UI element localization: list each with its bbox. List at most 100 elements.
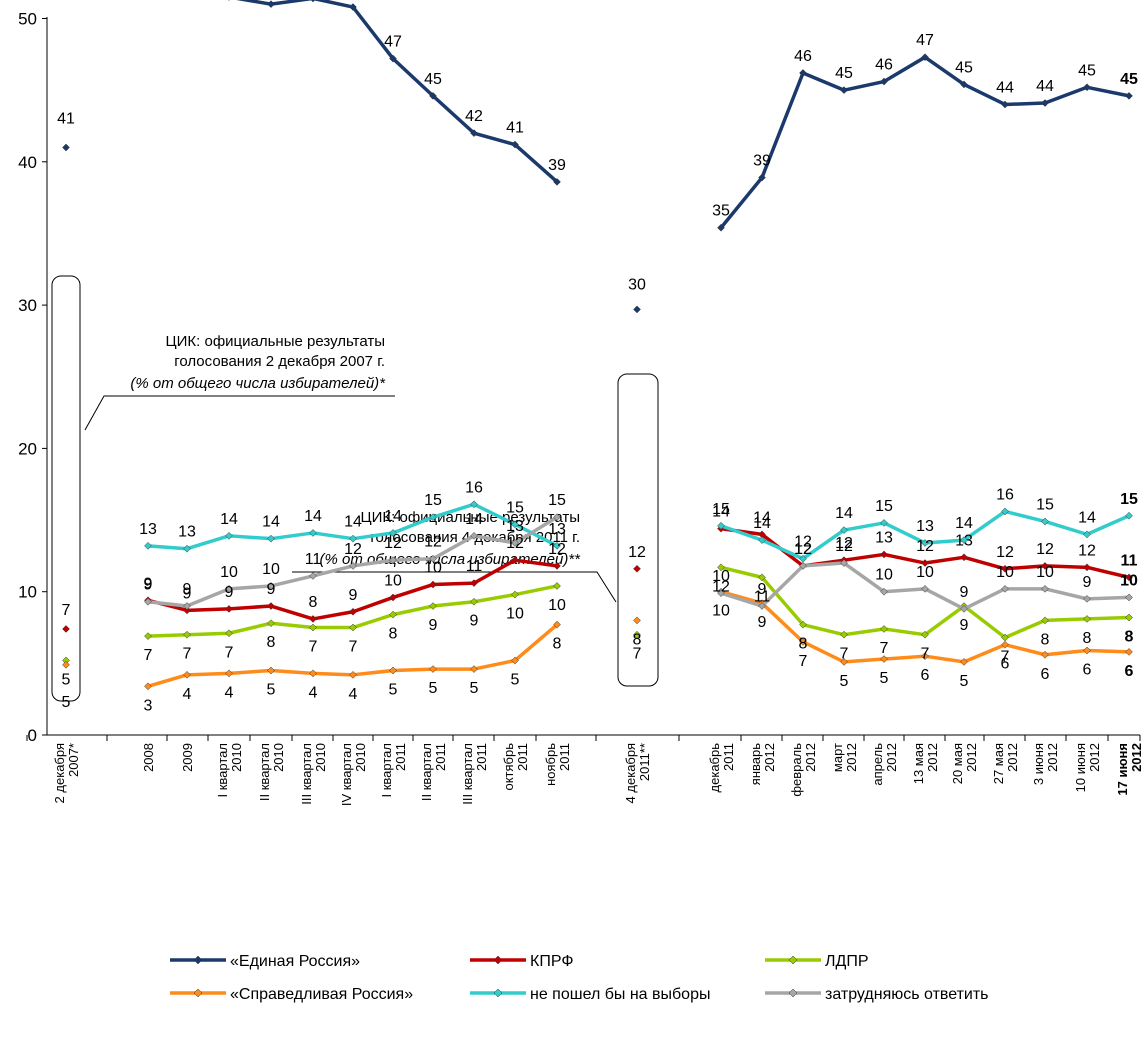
data-point xyxy=(309,669,317,678)
data-label: 7 xyxy=(225,644,234,661)
data-point xyxy=(921,584,929,593)
data-label: 12 xyxy=(996,544,1014,561)
data-point xyxy=(349,623,357,632)
data-point xyxy=(470,531,478,540)
data-label: 6 xyxy=(921,667,930,684)
data-label: 8 xyxy=(309,594,318,611)
data-label: 7 xyxy=(840,646,849,663)
data-label: 9 xyxy=(960,584,969,601)
x-tick-label: II квартал2011 xyxy=(419,743,448,801)
data-point xyxy=(349,3,357,11)
data-label: 12 xyxy=(794,541,812,558)
data-label: 12 xyxy=(506,535,524,552)
data-point xyxy=(389,556,397,565)
data-label: 10 xyxy=(506,606,524,623)
data-point xyxy=(921,539,929,547)
data-point xyxy=(144,632,152,640)
data-label: 14 xyxy=(344,514,362,531)
x-tick-label: I квартал2011 xyxy=(379,743,408,797)
x-tick-label: январь2012 xyxy=(748,743,777,785)
data-label: 4 xyxy=(349,686,358,703)
data-point xyxy=(183,544,191,553)
data-point xyxy=(1083,530,1091,539)
data-label: 45 xyxy=(1078,62,1096,79)
data-label: 11 xyxy=(754,588,771,605)
data-label: 4 xyxy=(183,686,192,703)
data-point xyxy=(880,655,888,663)
data-label: 13 xyxy=(506,518,524,535)
data-label: 6 xyxy=(1041,666,1050,683)
legend-marker xyxy=(193,988,203,998)
data-point xyxy=(225,629,233,638)
x-tick-label: ноябрь2011 xyxy=(543,743,572,786)
data-label: 42 xyxy=(465,108,483,125)
x-tick-label: 27 мая2012 xyxy=(991,743,1020,784)
data-point xyxy=(429,580,437,589)
data-label: 14 xyxy=(955,515,973,532)
data-label: 5 xyxy=(389,682,398,699)
data-label: 39 xyxy=(548,157,566,174)
data-label: 7 xyxy=(633,646,642,663)
data-label: 11 xyxy=(305,551,322,568)
data-label: 7 xyxy=(880,640,889,657)
x-tick-label: II квартал2010 xyxy=(257,743,286,801)
data-label: 16 xyxy=(996,486,1014,503)
data-point xyxy=(225,605,233,613)
data-point xyxy=(183,670,191,679)
data-label: 9 xyxy=(144,577,153,594)
data-label: 5 xyxy=(840,673,849,690)
data-label: 5 xyxy=(429,680,438,697)
data-point xyxy=(960,553,968,562)
data-label: 12 xyxy=(835,535,853,552)
x-tick-label: III квартал2010 xyxy=(299,743,328,805)
data-point xyxy=(553,620,561,629)
data-label: 15 xyxy=(548,492,566,509)
data-point xyxy=(880,550,888,559)
data-point xyxy=(1083,563,1091,572)
legend-label: «Единая Россия» xyxy=(230,953,360,970)
legend-marker xyxy=(493,988,503,998)
data-point xyxy=(62,660,70,669)
data-label: 15 xyxy=(506,499,524,516)
data-label: 45 xyxy=(835,65,853,82)
x-tick-label: 2009 xyxy=(180,743,195,772)
data-label: 8 xyxy=(633,631,642,648)
data-point xyxy=(633,564,641,573)
data-point xyxy=(1041,562,1049,570)
data-point xyxy=(1125,613,1133,622)
data-label: 41 xyxy=(506,120,524,137)
data-label: 8 xyxy=(1041,631,1050,648)
data-label: 12 xyxy=(835,538,853,555)
x-tick-label: 2008 xyxy=(141,743,156,772)
data-label: 8 xyxy=(389,626,398,643)
legend-label: КПРФ xyxy=(530,953,573,970)
data-label: 9 xyxy=(960,617,969,634)
data-point xyxy=(389,54,397,63)
data-label: 4 xyxy=(225,684,234,701)
x-tick-label: 3 июня2012 xyxy=(1031,743,1060,785)
data-point xyxy=(960,658,968,666)
data-point xyxy=(1041,99,1049,107)
data-point xyxy=(960,536,968,544)
data-point xyxy=(1125,573,1133,582)
data-label: 12 xyxy=(424,534,442,551)
data-point xyxy=(511,520,519,529)
x-tick-label: апрель2012 xyxy=(870,743,899,786)
data-label: 9 xyxy=(429,617,438,634)
data-point xyxy=(309,615,317,623)
data-label: 45 xyxy=(424,71,442,88)
data-label: 12 xyxy=(794,534,812,551)
data-point xyxy=(633,630,641,639)
data-point xyxy=(960,80,968,89)
data-point xyxy=(267,534,275,543)
x-tick-label: февраль2012 xyxy=(789,743,818,797)
data-point xyxy=(880,625,888,633)
data-label: 14 xyxy=(384,508,402,525)
x-tick-label: 20 мая2012 xyxy=(950,743,979,784)
data-point xyxy=(349,534,357,543)
data-point xyxy=(1001,507,1009,516)
data-point xyxy=(349,562,357,570)
data-point xyxy=(310,0,316,3)
data-label: 10 xyxy=(996,564,1014,581)
data-point xyxy=(1125,511,1133,520)
